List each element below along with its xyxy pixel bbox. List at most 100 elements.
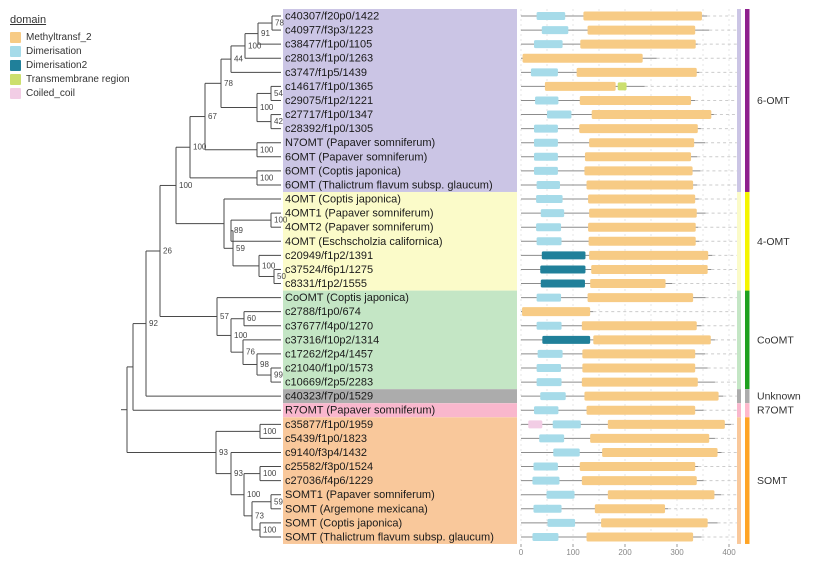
clade-label-4-OMT: 4-OMT [757,236,790,248]
support-value: 57 [220,312,229,321]
legend-swatch-icon [10,87,21,99]
domain-bar-methyltransf_2 [582,349,696,359]
domain-bar-methyltransf_2 [586,180,694,190]
clade-bar-Unknown [745,389,750,404]
leaf-label: c10669/f2p5/2283 [285,377,373,389]
domain-bar-dimerisation [534,40,563,49]
legend-item: Methyltransf_2 [10,30,130,44]
domain-bar-dimerisation [532,476,560,485]
domain-bar-methyltransf_2 [607,490,715,500]
legend-item-label: Dimerisation2 [26,59,88,71]
domain-bar-methyltransf_2 [584,152,692,162]
leaf-label: N7OMT (Papaver somniferum) [285,137,435,149]
domain-bar-methyltransf_2 [544,81,616,91]
support-value: 100 [262,261,276,270]
support-value: 78 [224,79,233,88]
legend-swatch-icon [10,31,21,43]
axis-tick-label: 400 [722,548,736,557]
domain-bar-dimerisation [546,490,575,499]
domain-bar-methyltransf_2 [601,518,708,528]
support-value: 100 [234,331,248,340]
leaf-label: c21040/f1p0/1573 [285,363,373,375]
domain-bar-dimerisation [541,26,569,35]
legend-swatch-icon [10,45,21,57]
leaf-label: CoOMT (Coptis japonica) [285,292,409,304]
leaf-label: c9140/f3p4/1432 [285,447,367,459]
support-value: 98 [260,360,269,369]
support-value: 100 [260,173,274,182]
domain-bar-methyltransf_2 [587,293,694,303]
legend-item-label: Methyltransf_2 [26,31,92,43]
support-value: 93 [219,448,228,457]
domain-bar-dimerisation [536,12,566,20]
domain-bar-methyltransf_2 [586,405,696,415]
support-value: 59 [274,497,283,506]
leaf-label: c38477/f1p0/1105 [285,39,372,51]
domain-bar-methyltransf_2 [582,363,696,373]
support-value: 54 [274,89,283,98]
domain-bar-methyltransf_2 [581,321,697,331]
leaf-label: R7OMT (Papaver somniferum) [285,405,435,417]
leaf-label: c25582/f3p0/1524 [285,461,373,473]
support-value: 100 [247,490,261,499]
leaf-label: SOMT (Argemone mexicana) [285,503,428,515]
domain-bar-dimerisation [536,223,562,232]
clade-label-6-OMT: 6-OMT [757,95,790,107]
legend-item: Dimerisation [10,44,130,58]
axis-tick-label: 100 [566,548,580,557]
domain-bar-methyltransf_2 [593,335,711,345]
domain-bar-methyltransf_2 [584,391,719,401]
domain-bar-methyltransf_2 [590,433,710,443]
leaf-label: 4OMT (Coptis japonica) [285,194,401,206]
domain-bar-methyltransf_2 [590,279,666,289]
legend-title: domain [10,14,47,26]
support-value: 78 [275,19,284,28]
domain-bar-dimerisation [536,364,562,372]
support-value: 67 [208,112,217,121]
legend-items: Methyltransf_2 Dimerisation Dimerisation2 T… [10,30,130,100]
support-value: 99 [274,371,283,380]
domain-bar-methyltransf_2 [579,124,698,134]
domain-bar-methyltransf_2 [594,504,666,514]
support-value: 100 [274,216,288,225]
domain-bar-methyltransf_2 [602,447,718,457]
domain-bar-dimerisation [533,504,562,513]
support-value: 42 [274,117,283,126]
domain-bar-methyltransf_2 [586,532,694,542]
domain-bar-methyltransf_2 [588,194,696,204]
clade-bar-4-OMT [745,192,750,291]
domain-bar-dimerisation [547,110,572,119]
axis-tick-label: 200 [618,548,632,557]
leaf-label: c27036/f4p6/1229 [285,475,373,487]
clade-bar-6-OMT [745,9,750,192]
support-value: 50 [277,272,286,281]
domain-bar-methyltransf_2 [588,236,696,246]
domain-bar-dimerisation [530,68,558,77]
clade-label-SOMT: SOMT [757,475,788,487]
leaf-label: c5439/f1p0/1823 [285,433,367,445]
leaf-label: c27717/f1p0/1347 [285,109,373,121]
domain-bar-dimerisation [533,462,558,471]
domain-bar-methyltransf_2 [579,95,692,105]
domain-bar-dimerisation2 [540,265,586,274]
clade-label-Unknown: Unknown [757,391,801,403]
domain-bar-dimerisation2 [540,279,585,288]
domain-bar-dimerisation [534,166,558,175]
domain-bar-dimerisation [539,434,565,443]
leaf-label: 6OMT (Thalictrum flavum subsp. glaucum) [285,179,493,191]
domain-bar-methyltransf_2 [576,67,697,77]
legend-swatch-icon [10,73,21,85]
support-value: 26 [163,246,172,255]
support-value: 76 [246,348,255,357]
domain-bar-dimerisation [536,237,562,246]
clade-bar-CoOMT [745,290,750,390]
leaf-label: 4OMT1 (Papaver somniferum) [285,208,434,220]
leaf-label: c8331/f1p2/1555 [285,278,367,290]
legend-item: Coiled_coil [10,86,130,100]
domain-bar-methyltransf_2 [579,462,696,472]
clade-bar-R7OMT [745,403,750,418]
domain-bar-methyltransf_2 [607,419,725,429]
leaf-label: c40307/f20p0/1422 [285,11,379,23]
